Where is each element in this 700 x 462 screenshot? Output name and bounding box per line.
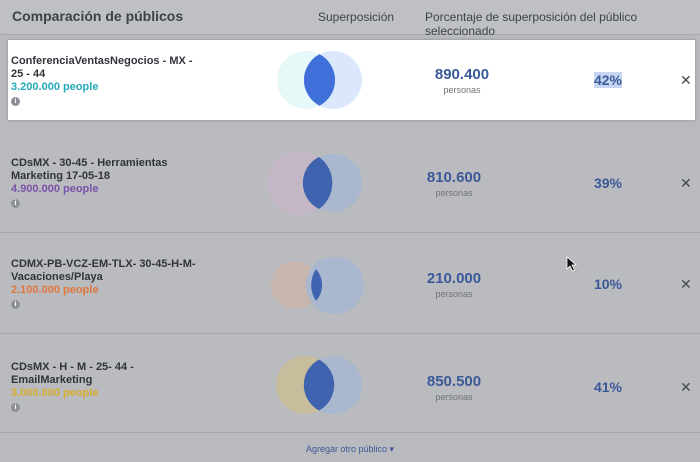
audience-row[interactable]: CDsMX - H - M - 25- 44 - EmailMarketing … [0,334,700,433]
info-icon[interactable]: i [11,97,20,106]
overlap-unit: personas [435,392,473,402]
audience-size: 2.100.000 people [11,284,99,296]
overlap-percent: 41% [593,379,623,395]
overlap-unit: personas [435,289,473,299]
close-icon[interactable]: ✕ [680,72,692,88]
audience-size: 3.200.000 people [11,81,99,93]
audience-size: 3.000.000 people [11,387,99,399]
audience-name: CDMX-PB-VCZ-EM-TLX- 30-45-H-M- Vacacione… [11,258,221,310]
venn-intersection [311,269,323,301]
overlap-venn-diagram [271,257,364,314]
audience-name: ConferenciaVentasNegocios - MX - 25 - 44… [11,55,221,107]
overlap-count: 850.500 [426,373,482,390]
overlap-percent: 39% [593,175,623,191]
column-header-percent: Porcentaje de superposición del público … [425,10,638,38]
comparison-header: Comparación de públicos Superposición Po… [0,0,700,38]
column-header-overlap: Superposición [318,10,395,24]
overlap-count: 890.400 [434,66,490,83]
audience-row-selected[interactable]: ConferenciaVentasNegocios - MX - 25 - 44… [8,40,695,120]
overlap-count: 210.000 [426,270,482,287]
overlap-venn-diagram [267,151,362,215]
info-icon[interactable]: i [11,403,20,412]
overlap-unit: personas [443,85,481,95]
page-title: Comparación de públicos [12,8,184,24]
venn-circle-audience [271,261,319,309]
audience-row[interactable]: CDMX-PB-VCZ-EM-TLX- 30-45-H-M- Vacacione… [0,233,700,334]
audience-row[interactable]: CDsMX - 30-45 - Herramientas Marketing 1… [0,132,700,233]
overlap-percent: 10% [593,276,623,292]
audience-size: 4.900.000 people [11,183,99,195]
overlap-count: 810.600 [426,169,482,186]
overlap-percent: 42% [593,72,623,88]
info-icon[interactable]: i [11,300,20,309]
overlap-venn-diagram [277,51,362,109]
audience-name: CDsMX - 30-45 - Herramientas Marketing 1… [11,157,221,209]
overlap-venn-diagram [276,356,362,414]
info-icon[interactable]: i [11,199,20,208]
mouse-cursor-icon [566,256,578,272]
venn-intersection [303,54,336,106]
audience-name: CDsMX - H - M - 25- 44 - EmailMarketing … [11,361,221,413]
add-audience-link[interactable]: Agregar otro público ▾ [305,444,395,454]
overlap-unit: personas [435,188,473,198]
venn-circle-selected [306,257,364,314]
venn-intersection [302,157,333,209]
venn-intersection [303,359,335,411]
close-icon[interactable]: ✕ [680,276,692,292]
close-icon[interactable]: ✕ [680,175,692,191]
close-icon[interactable]: ✕ [680,379,692,395]
